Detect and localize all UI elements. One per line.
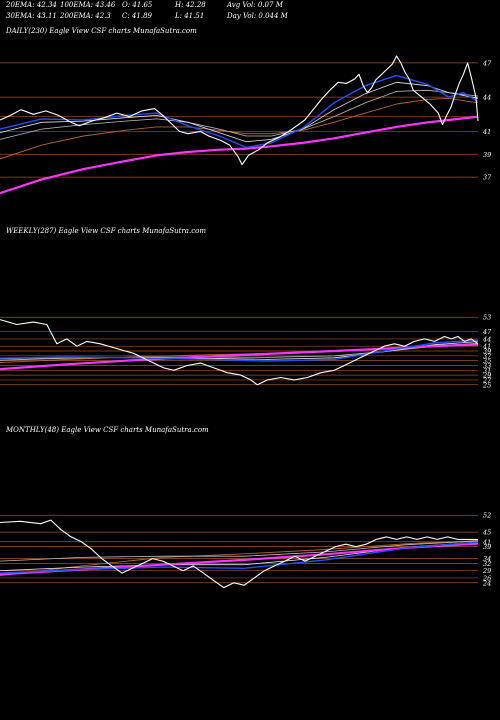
weekly-ema200-line — [0, 343, 479, 371]
weekly-ytick-8: 31 — [483, 367, 491, 375]
monthly-ytick-5: 32 — [483, 560, 491, 568]
weekly-price-line — [0, 319, 479, 386]
daily-ytick-2: 41 — [482, 128, 491, 136]
daily-panel: 47 44 41 39 37 — [0, 55, 492, 195]
monthly-price-line — [0, 519, 479, 589]
monthly-panel-label: MONTHLY(48) Eagle View CSF charts Munafa… — [6, 426, 209, 434]
monthly-ytick-8: 24 — [482, 579, 491, 587]
weekly-ytick-10: 27 — [482, 376, 492, 384]
daily-ema20-line — [0, 74, 479, 149]
ema30-value: 30EMA: 43.11 — [6, 12, 57, 20]
open-value: O: 41.65 — [122, 1, 153, 9]
weekly-ytick-7: 33 — [483, 362, 491, 370]
daily-ytick-4: 37 — [483, 174, 492, 182]
daily-panel-label: DAILY(230) Eagle View CSF charts MunafaS… — [6, 27, 197, 35]
monthly-ytick-1: 45 — [482, 529, 491, 537]
ema200-value: 200EMA: 42.3 — [60, 12, 111, 20]
low-value: L: 41.51 — [175, 12, 205, 20]
daily-ytick-0: 47 — [482, 59, 492, 67]
weekly-ytick-9: 29 — [482, 372, 491, 380]
day-volume-value: Day Vol: 0.044 M — [227, 12, 288, 20]
weekly-ytick-0: 53 — [483, 314, 491, 322]
monthly-ema50-line — [0, 540, 479, 562]
weekly-ytick-5: 37 — [483, 352, 492, 360]
weekly-ytick-11: 25 — [482, 381, 491, 389]
ema20-value: 20EMA: 42.34 — [6, 1, 57, 9]
weekly-ytick-1: 47 — [482, 328, 492, 336]
close-value: C: 41.89 — [122, 12, 152, 20]
monthly-ytick-3: 39 — [483, 543, 491, 551]
monthly-ema20-line — [0, 541, 479, 574]
weekly-ytick-3: 41 — [482, 343, 491, 351]
daily-ema30-line — [0, 81, 479, 143]
daily-ytick-1: 44 — [482, 94, 491, 102]
high-value: H: 42.28 — [175, 1, 206, 9]
daily-ytick-3: 39 — [483, 151, 491, 159]
daily-ema200-line — [0, 115, 479, 195]
monthly-ytick-4: 34 — [483, 555, 491, 563]
weekly-ytick-6: 35 — [483, 357, 491, 365]
monthly-ytick-2: 41 — [482, 538, 491, 546]
weekly-ytick-4: 39 — [483, 348, 491, 356]
monthly-ytick-7: 26 — [482, 574, 491, 582]
monthly-ytick-0: 52 — [483, 512, 491, 520]
weekly-ytick-2: 44 — [482, 335, 491, 343]
weekly-panel-label: WEEKLY(287) Eagle View CSF charts Munafa… — [6, 227, 206, 235]
daily-ema100-line — [0, 97, 479, 160]
ema100-value: 100EMA: 43.46 — [60, 1, 116, 9]
weekly-ema20-line — [0, 339, 479, 362]
daily-price-line — [0, 55, 479, 166]
monthly-ytick-6: 29 — [482, 567, 491, 575]
daily-ema50-line — [0, 89, 479, 140]
monthly-ema100-line — [0, 540, 479, 576]
avg-volume-value: Avg Vol: 0.07 M — [227, 1, 283, 9]
